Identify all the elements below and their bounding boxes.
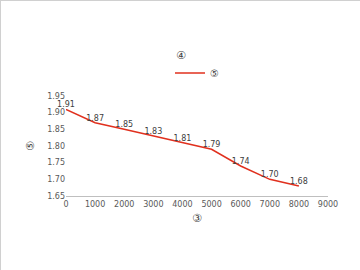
svg-text:8000: 8000 [289,200,309,209]
svg-text:9000: 9000 [318,200,338,209]
svg-text:6000: 6000 [230,200,250,209]
svg-text:⑤: ⑤ [24,141,37,151]
svg-text:④: ④ [176,49,186,62]
svg-text:3000: 3000 [143,200,163,209]
svg-text:1.91: 1.91 [57,100,75,109]
svg-text:1.65: 1.65 [47,192,65,201]
svg-text:③: ③ [192,212,202,225]
svg-text:7000: 7000 [260,200,280,209]
svg-text:0: 0 [63,200,68,209]
svg-text:1000: 1000 [85,200,105,209]
svg-text:1.90: 1.90 [47,108,65,117]
svg-text:1.74: 1.74 [232,157,250,166]
svg-text:1.68: 1.68 [290,177,308,186]
svg-text:4000: 4000 [172,200,192,209]
svg-text:1.85: 1.85 [47,125,65,134]
svg-text:1.81: 1.81 [174,134,192,143]
svg-text:1.87: 1.87 [86,114,104,123]
svg-text:5000: 5000 [201,200,221,209]
svg-text:1.70: 1.70 [47,175,65,184]
svg-text:1.95: 1.95 [47,92,65,101]
svg-text:1.70: 1.70 [261,170,279,179]
svg-text:1.83: 1.83 [144,127,162,136]
svg-text:1.80: 1.80 [47,142,65,151]
svg-text:2000: 2000 [114,200,134,209]
svg-text:1.75: 1.75 [47,158,65,167]
svg-text:⑤: ⑤ [210,68,219,79]
svg-text:1.85: 1.85 [115,120,133,129]
svg-text:1.79: 1.79 [203,140,221,149]
